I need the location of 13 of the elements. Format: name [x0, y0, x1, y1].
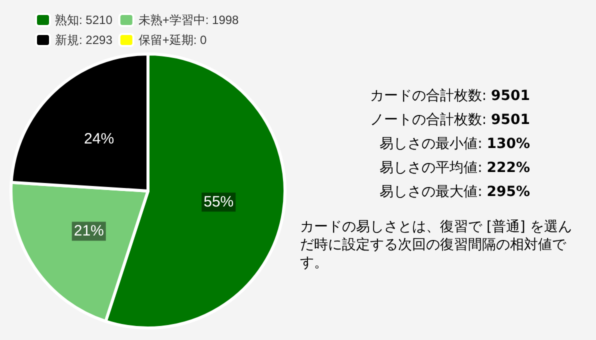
- legend-label: 熟知: 5210: [55, 13, 113, 27]
- data-label: 24%: [84, 130, 114, 148]
- legend-label: 保留+延期: 0: [138, 33, 208, 47]
- text: カードの合計枚数: 9501: [368, 87, 530, 106]
- text: 易しさの最小値: 130%: [378, 135, 530, 154]
- text: ノートの合計枚数: 9501: [368, 111, 530, 130]
- text: カードの易しさとは、復習で [普通] を選んだ時に設定する次回の復習間隔の相対値です。: [300, 218, 573, 272]
- text: 易しさの最大値: 295%: [378, 183, 530, 202]
- legend-label: 未熟+学習中: 1998: [138, 13, 240, 27]
- data-label: 55%: [204, 194, 234, 211]
- legend-label: 新規: 2293: [55, 33, 113, 47]
- data-label: 21%: [74, 222, 104, 240]
- text: 易しさの平均値: 222%: [378, 159, 530, 178]
